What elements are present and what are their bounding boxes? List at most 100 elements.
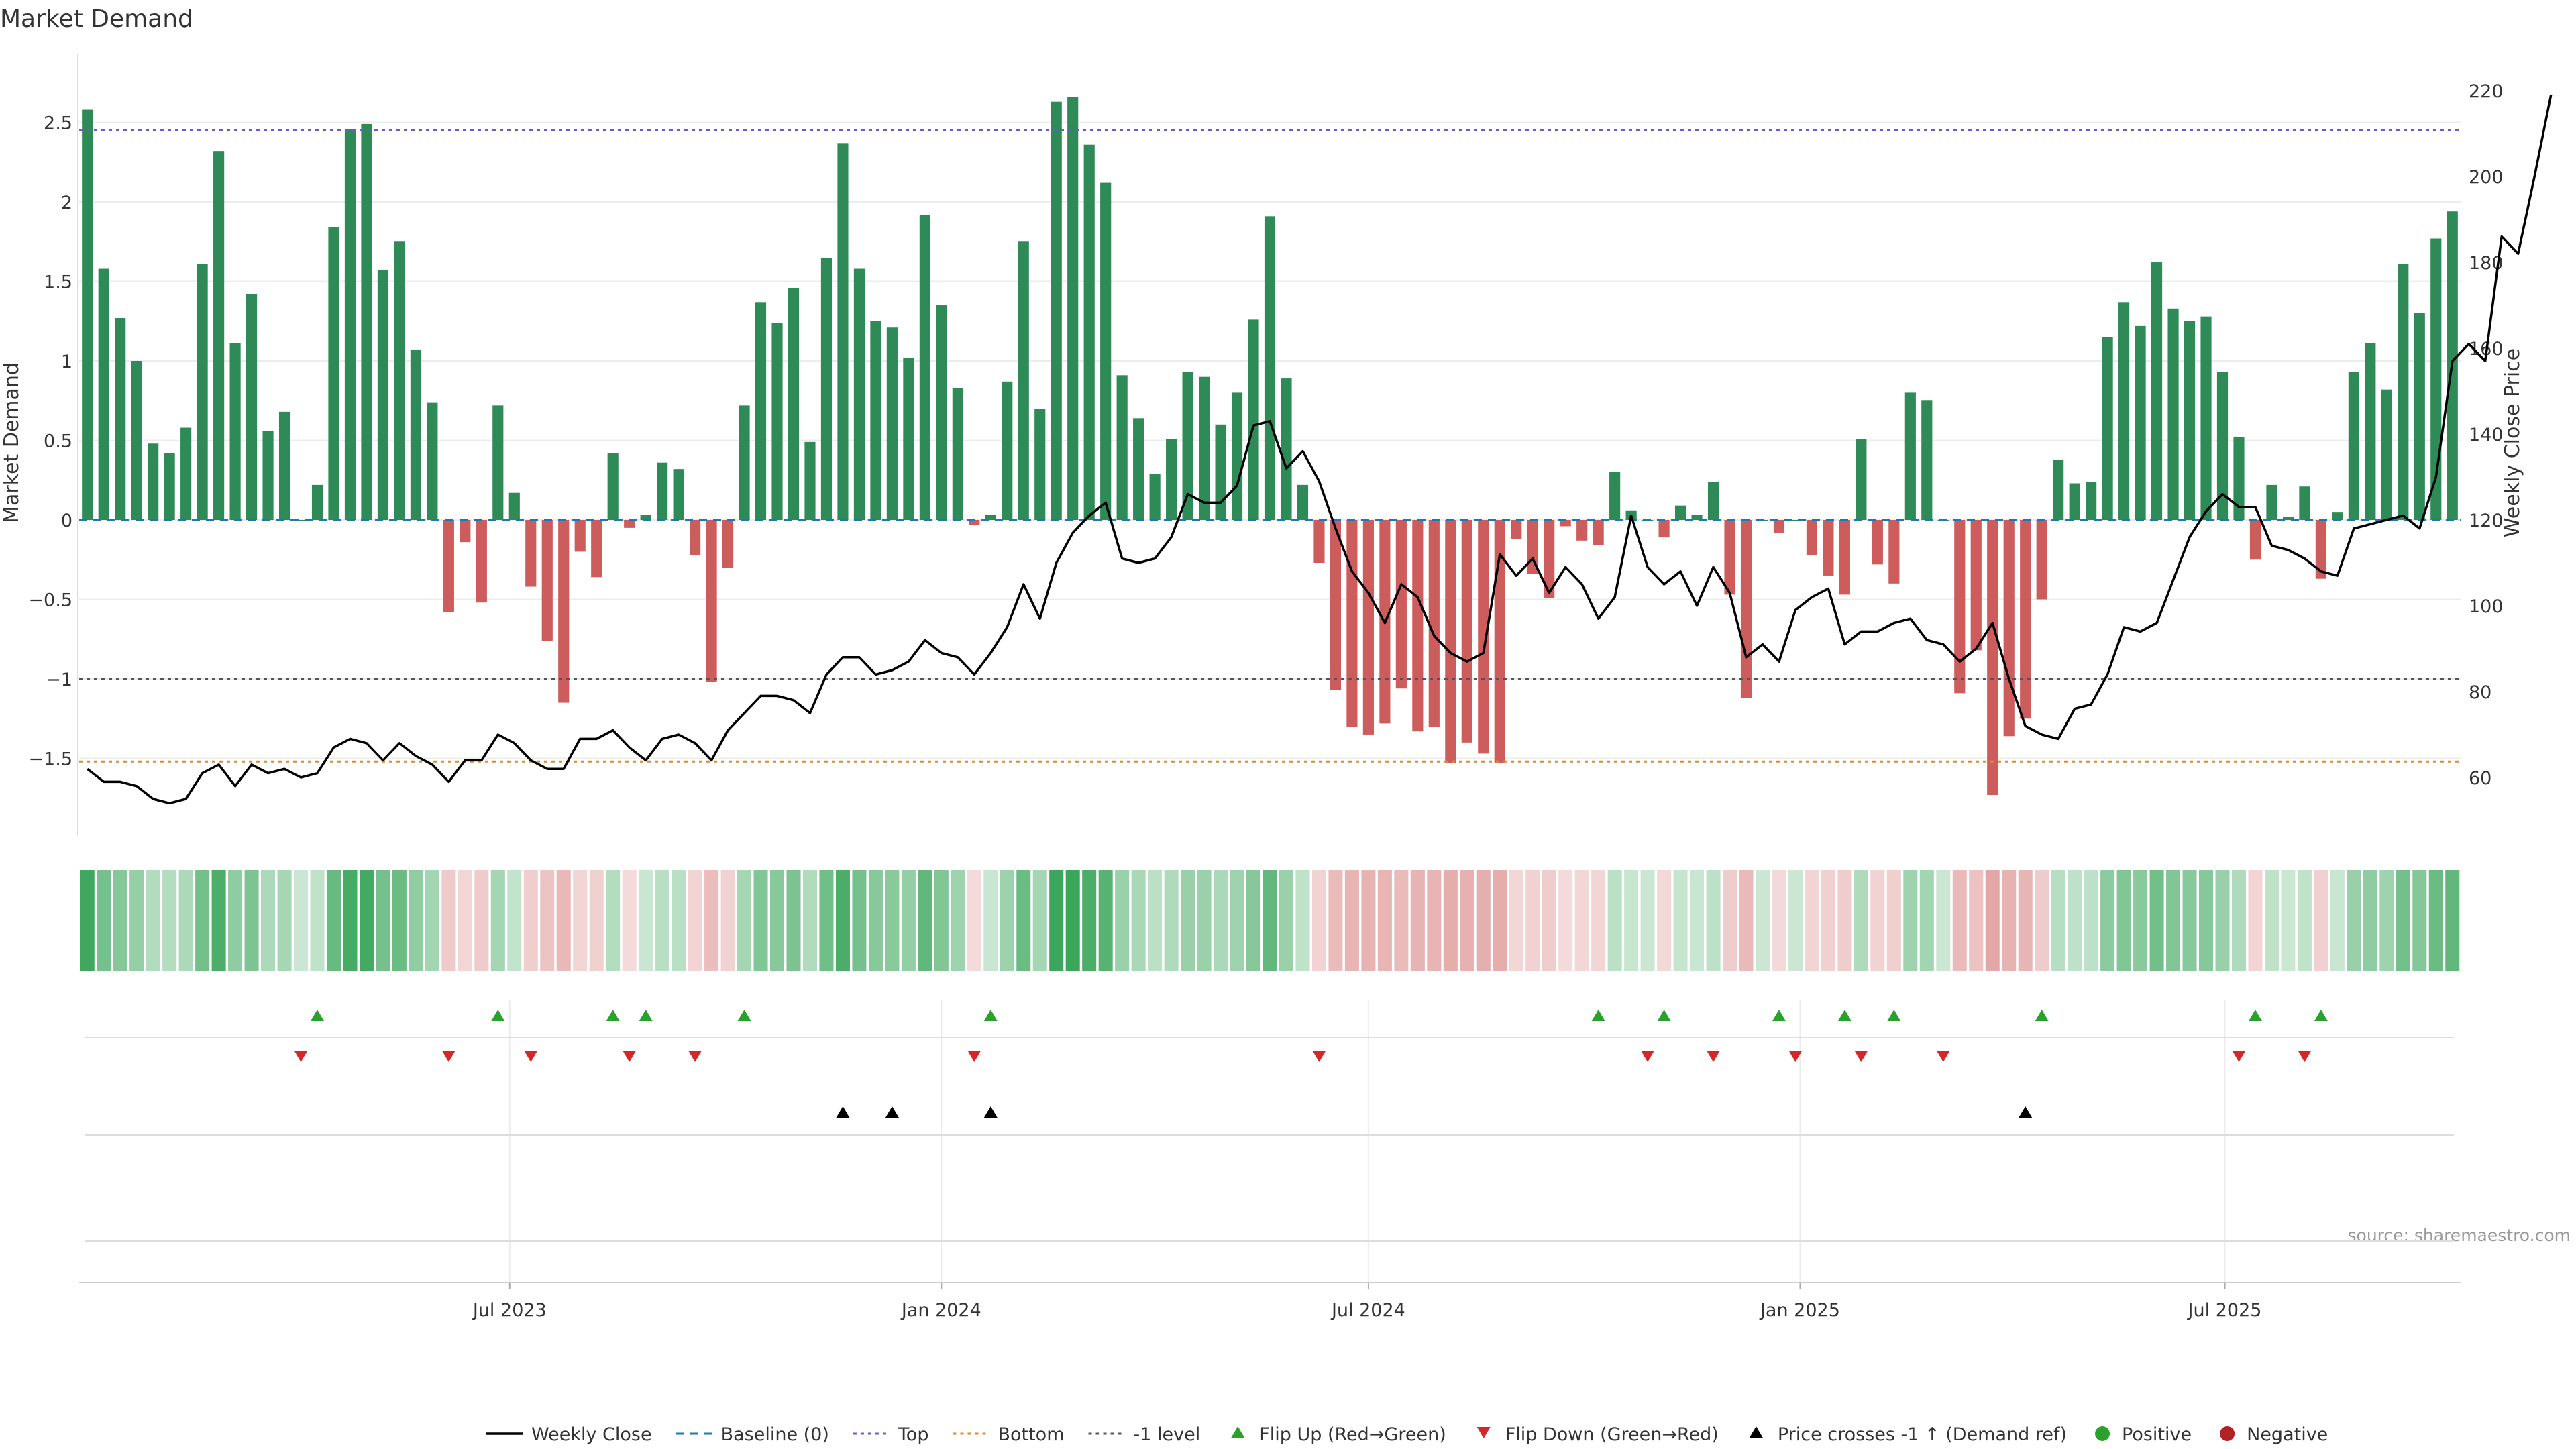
demand-bar xyxy=(2332,512,2343,520)
demand-bar xyxy=(1198,376,1210,520)
x-tick-label: Jul 2024 xyxy=(1330,1300,1405,1321)
heat-cell xyxy=(2428,870,2443,971)
legend-swatch xyxy=(1749,1426,1763,1438)
demand-bar xyxy=(492,405,504,520)
heat-cell xyxy=(195,870,210,971)
heat-cell xyxy=(1525,870,1540,971)
heat-cell xyxy=(819,870,834,971)
price-line xyxy=(87,95,2553,805)
demand-bar xyxy=(903,358,914,520)
heat-cell xyxy=(359,870,374,971)
demand-bar xyxy=(673,469,684,520)
y-tick-label: −0.5 xyxy=(28,590,72,611)
flip-up-marker xyxy=(606,1010,620,1021)
heat-cell xyxy=(1098,870,1113,971)
heat-cell xyxy=(1082,870,1097,971)
demand-bar xyxy=(1428,520,1440,727)
demand-bar xyxy=(952,388,963,520)
flip-up-marker xyxy=(1591,1010,1605,1021)
heat-cell xyxy=(1772,870,1786,971)
demand-bar xyxy=(427,402,438,520)
y2-tick-label: 80 xyxy=(2469,682,2491,703)
heat-cell xyxy=(983,870,998,971)
heat-cell xyxy=(1230,870,1244,971)
demand-bar xyxy=(1395,520,1407,689)
price-cross-marker xyxy=(2019,1106,2033,1118)
heat-cell xyxy=(261,870,276,971)
heat-cell xyxy=(967,870,981,971)
heat-cell xyxy=(1607,870,1622,971)
demand-bar xyxy=(508,492,520,520)
flip-up-marker xyxy=(737,1010,751,1021)
heat-cell xyxy=(490,870,505,971)
heat-cell xyxy=(2215,870,2230,971)
heat-cell xyxy=(2314,870,2328,971)
demand-bar xyxy=(213,151,225,520)
heat-cell xyxy=(1755,870,1770,971)
demand-bar xyxy=(1018,241,1029,520)
heat-cell xyxy=(425,870,439,971)
demand-bar xyxy=(1576,520,1588,541)
heat-cell xyxy=(753,870,768,971)
y2-axis-label: Weekly Close Price xyxy=(2501,348,2524,537)
demand-bar xyxy=(1248,319,1259,520)
demand-bar xyxy=(1773,520,1785,533)
demand-bar xyxy=(1002,381,1013,520)
demand-bar xyxy=(1609,472,1621,520)
demand-bar xyxy=(1823,520,1834,576)
heat-cell xyxy=(326,870,341,971)
demand-bar xyxy=(476,520,487,603)
heat-cell xyxy=(2330,870,2345,971)
heat-cell xyxy=(918,870,932,971)
heat-cell xyxy=(244,870,259,971)
demand-bar xyxy=(2348,372,2359,520)
demand-bar xyxy=(1051,101,1062,520)
heat-cell xyxy=(1032,870,1047,971)
heat-cell xyxy=(2149,870,2164,971)
demand-bar xyxy=(706,520,717,682)
demand-bar xyxy=(394,241,405,520)
demand-bar xyxy=(1215,424,1226,520)
heat-cell xyxy=(1837,870,1852,971)
demand-bar xyxy=(410,350,421,520)
demand-bar xyxy=(1478,520,1489,754)
heat-cell xyxy=(1377,870,1392,971)
heat-cell xyxy=(835,870,850,971)
flip-down-marker xyxy=(1312,1051,1326,1062)
demand-bar xyxy=(344,128,356,521)
flip-down-marker xyxy=(294,1051,308,1062)
x-tick-label: Jul 2023 xyxy=(472,1300,547,1321)
demand-bar xyxy=(115,318,126,520)
flip-up-marker xyxy=(491,1010,505,1021)
heat-cell xyxy=(162,870,177,971)
heat-cell xyxy=(1673,870,1688,971)
heat-cell xyxy=(97,870,111,971)
legend-swatch xyxy=(2220,1426,2235,1441)
flip-up-marker xyxy=(1657,1010,1671,1021)
heat-cell xyxy=(2198,870,2214,971)
heat-cell xyxy=(2412,870,2427,971)
heat-cell xyxy=(868,870,883,971)
heat-cell xyxy=(720,870,735,971)
heat-cell xyxy=(178,870,193,971)
demand-bar xyxy=(278,411,290,520)
demand-bar xyxy=(1544,520,1555,598)
demand-bar xyxy=(1511,520,1522,539)
heat-cell xyxy=(474,870,489,971)
demand-bar xyxy=(2069,483,2080,520)
y2-tick-label: 220 xyxy=(2469,81,2504,102)
demand-bar xyxy=(361,123,372,520)
demand-bar xyxy=(262,431,274,520)
heat-cell xyxy=(1657,870,1672,971)
heat-cell xyxy=(1952,870,1967,971)
demand-bar xyxy=(148,443,159,520)
demand-bar xyxy=(1888,520,1900,584)
heat-cell xyxy=(1985,870,2000,971)
demand-bar xyxy=(295,520,307,521)
heat-cell xyxy=(1558,870,1573,971)
heat-cell xyxy=(146,870,160,971)
demand-bar xyxy=(2200,316,2212,520)
demand-bar xyxy=(1461,520,1472,743)
demand-bar xyxy=(2102,337,2113,520)
demand-bar xyxy=(1412,520,1424,732)
